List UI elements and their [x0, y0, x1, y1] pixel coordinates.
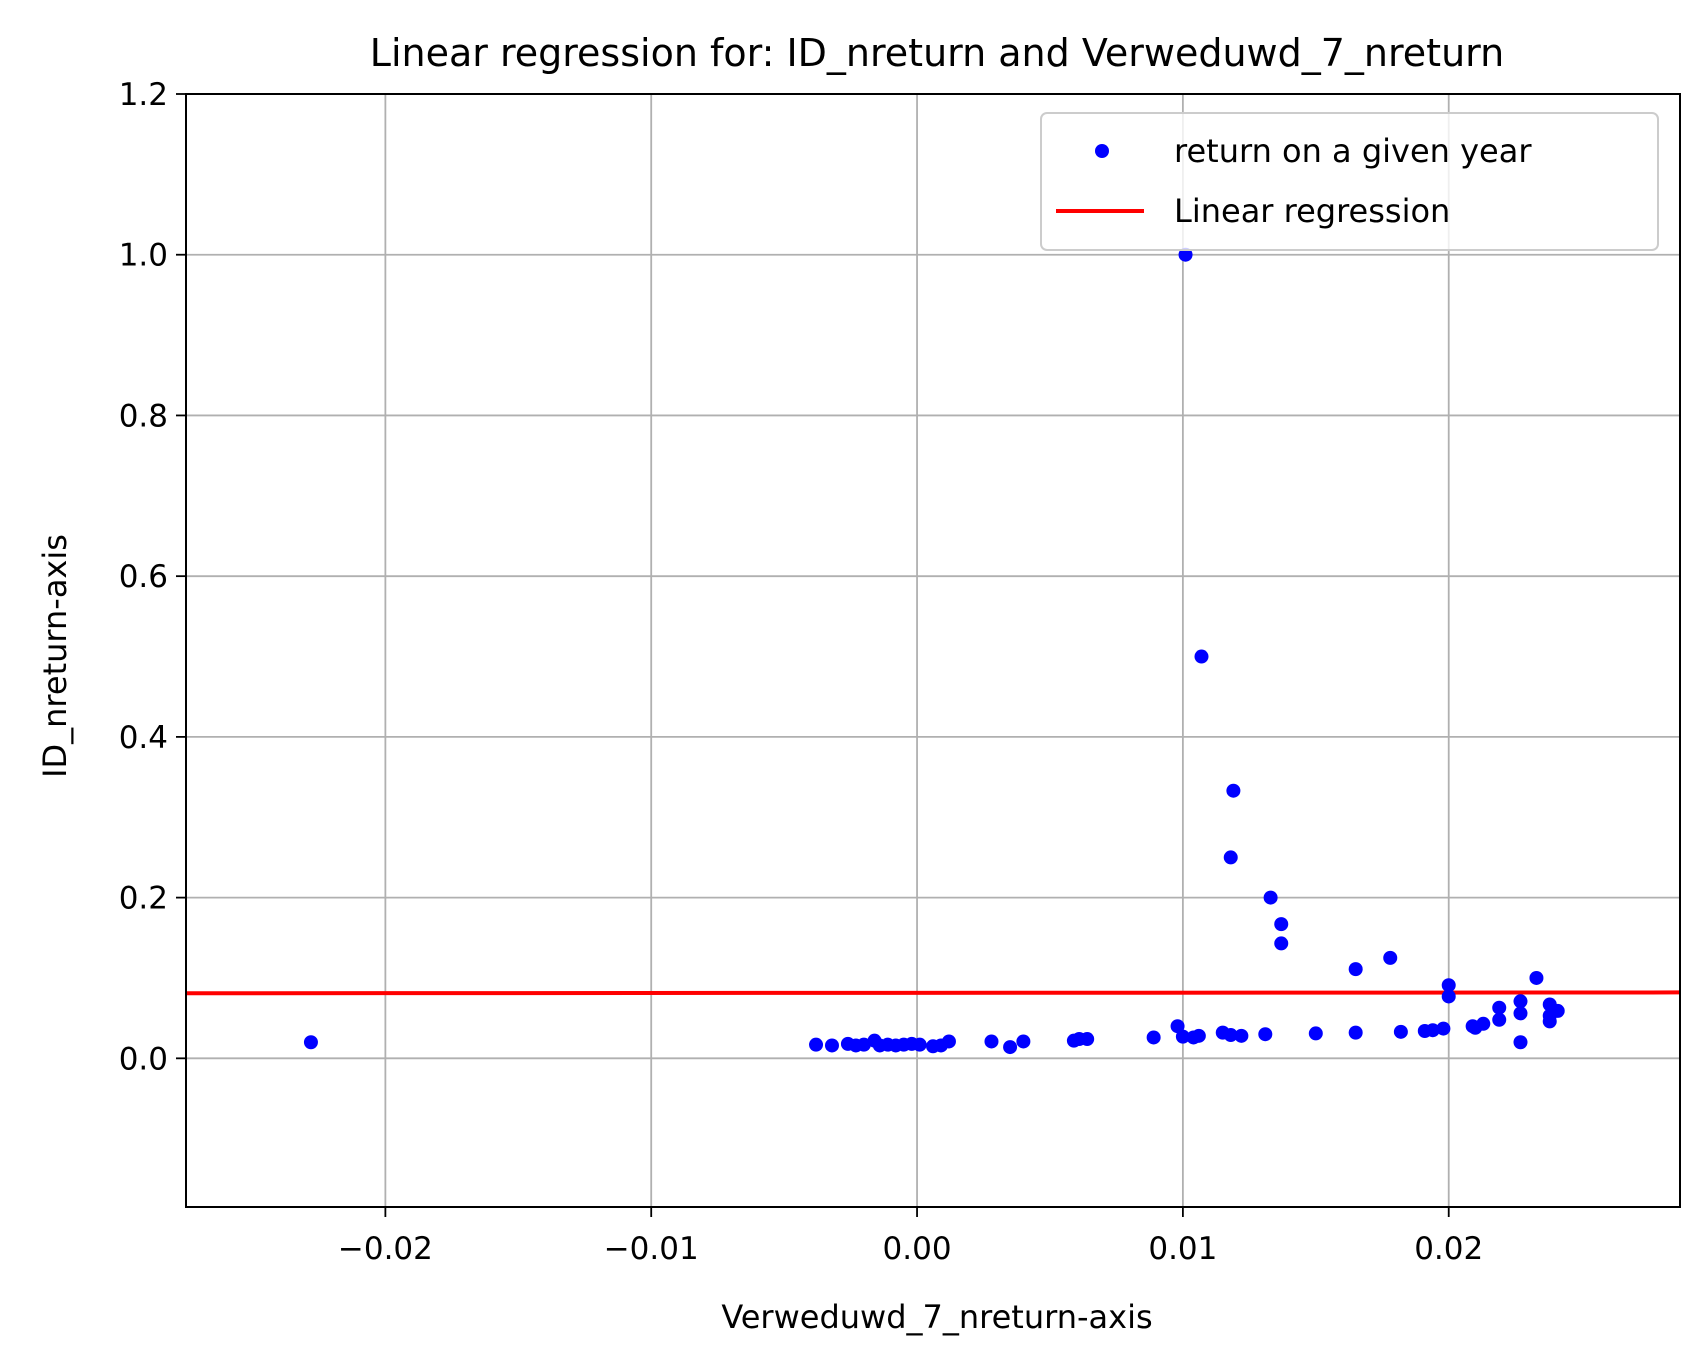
x-tick-label: 0.00: [883, 1231, 952, 1267]
data-point: [1513, 1006, 1528, 1021]
data-point: [1258, 1027, 1273, 1042]
data-point: [1492, 1012, 1507, 1027]
legend-box: [1040, 112, 1659, 251]
data-point: [1492, 1000, 1507, 1015]
scatter-points: [303, 247, 1565, 1055]
data-point: [1274, 917, 1289, 932]
data-point: [856, 1037, 871, 1052]
data-point: [1348, 962, 1363, 977]
data-point: [1226, 783, 1241, 798]
x-tick-label: 0.01: [1148, 1231, 1217, 1267]
x-axis-title: Verweduwd_7_nreturn-axis: [721, 1298, 1152, 1336]
y-tick-label: 0.6: [119, 559, 168, 595]
data-point: [1146, 1030, 1161, 1045]
data-point: [809, 1037, 824, 1052]
y-tick-label: 0.8: [119, 398, 168, 434]
y-axis-title: ID_nreturn-axis: [36, 534, 74, 778]
data-point: [1170, 1019, 1185, 1034]
x-tick-label: −0.01: [604, 1231, 699, 1267]
chart-title: Linear regression for: ID_nreturn and Ve…: [370, 31, 1504, 75]
tick-labels: −0.02 −0.01 0.00 0.01 0.02 0.0 0.2 0.4 0.6 0.8 1.0…: [119, 77, 1484, 1267]
data-point: [1441, 989, 1456, 1004]
data-point: [1441, 978, 1456, 993]
data-point: [1234, 1028, 1249, 1043]
legend: return on a given year Linear regression: [1040, 112, 1659, 251]
data-point: [1348, 1025, 1363, 1040]
x-tick-label: −0.02: [338, 1231, 433, 1267]
data-point: [1550, 1003, 1565, 1018]
legend-label-scatter: return on a given year: [1174, 132, 1532, 170]
data-point: [912, 1037, 927, 1052]
data-point: [1383, 950, 1398, 965]
data-point: [1016, 1034, 1031, 1049]
axes: [176, 93, 1681, 1217]
data-point: [941, 1034, 956, 1049]
data-point: [824, 1038, 839, 1053]
data-point: [1476, 1016, 1491, 1031]
data-point: [1178, 247, 1193, 262]
data-point: [1194, 649, 1209, 664]
data-point: [1425, 1023, 1440, 1038]
y-tick-label: 1.0: [119, 238, 168, 274]
data-point: [1003, 1040, 1018, 1055]
y-tick-label: 0.2: [119, 881, 168, 917]
data-point: [1223, 850, 1238, 865]
data-point: [1513, 1035, 1528, 1050]
regression-line: [185, 990, 1681, 996]
data-point: [1263, 890, 1278, 905]
data-point: [1436, 1021, 1451, 1036]
data-point: [1080, 1032, 1095, 1047]
legend-label-line: Linear regression: [1174, 192, 1450, 230]
data-point: [303, 1035, 318, 1050]
data-point: [1529, 970, 1544, 985]
y-tick-label: 0.4: [119, 720, 168, 756]
x-tick-label: 0.02: [1414, 1231, 1483, 1267]
y-tick-label: 0.0: [119, 1041, 168, 1077]
data-point: [1393, 1024, 1408, 1039]
plot-frame: [185, 93, 1681, 1208]
data-point: [1223, 1028, 1238, 1043]
legend-scatter-marker: [1095, 144, 1109, 158]
regression-line-layer: [185, 990, 1681, 996]
data-point: [1308, 1026, 1323, 1041]
data-point: [1175, 1029, 1190, 1044]
data-point: [1274, 936, 1289, 951]
data-point: [1513, 994, 1528, 1009]
y-tick-label: 1.2: [119, 77, 168, 113]
grid: [186, 93, 1680, 1207]
data-point: [1191, 1028, 1206, 1043]
data-point: [984, 1034, 999, 1049]
data-point: [1542, 1014, 1557, 1029]
